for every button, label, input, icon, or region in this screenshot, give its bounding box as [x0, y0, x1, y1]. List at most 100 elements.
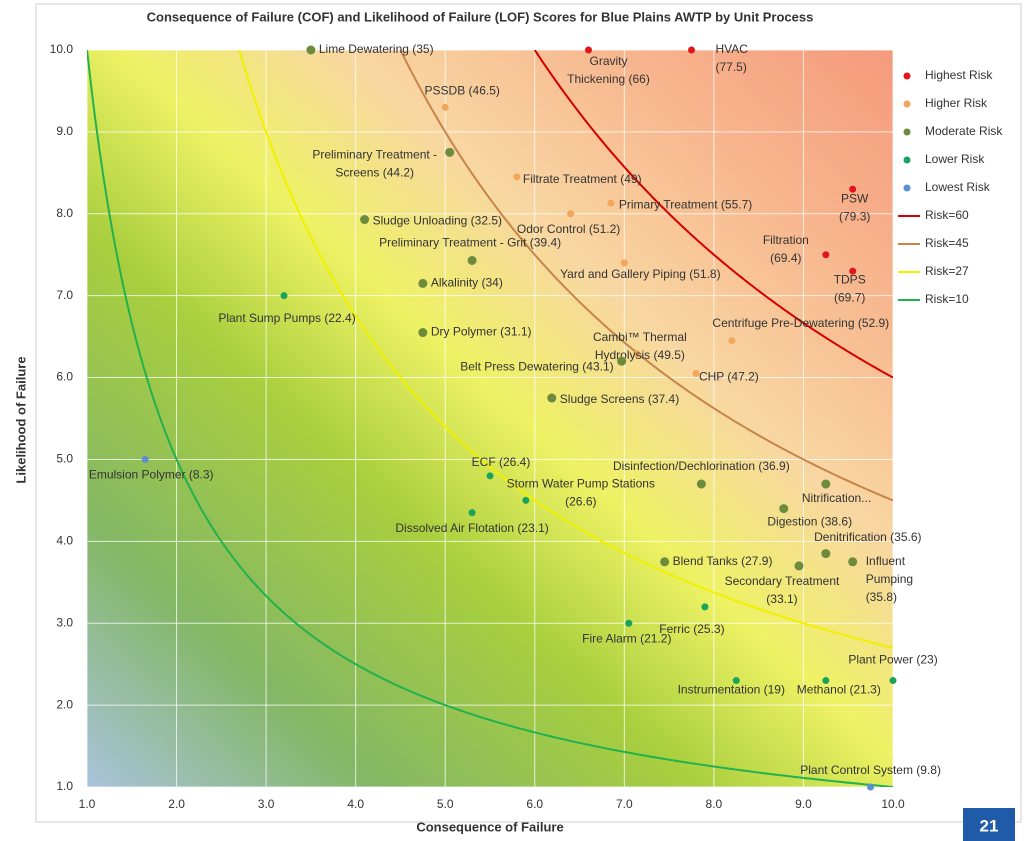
x-axis-title: Consequence of Failure	[416, 819, 563, 834]
x-tick-label: 3.0	[258, 797, 275, 811]
point-label: Ferric (25.3)	[659, 622, 724, 636]
point-label: Emulsion Polymer (8.3)	[89, 468, 214, 482]
x-tick-label: 9.0	[795, 797, 812, 811]
legend-marker	[903, 100, 911, 108]
point-label: Cambi™ Thermal	[593, 330, 687, 344]
data-point	[467, 255, 477, 265]
y-tick-label: 6.0	[56, 370, 73, 384]
point-label: PSSDB (46.5)	[425, 83, 500, 97]
data-point	[688, 46, 695, 54]
point-label: Storm Water Pump Stations	[507, 477, 655, 491]
point-label: Plant Power (23)	[848, 653, 937, 667]
x-tick-label: 5.0	[437, 797, 454, 811]
data-point	[822, 677, 830, 685]
point-label: Methanol (21.3)	[797, 683, 881, 697]
point-label: Plant Sump Pumps (22.4)	[218, 311, 355, 325]
legend-label: Highest Risk	[925, 68, 993, 82]
point-label: Fire Alarm (21.2)	[582, 631, 671, 645]
data-point	[728, 337, 736, 345]
point-label: Centrifuge Pre-Dewatering (52.9)	[712, 316, 889, 330]
point-label: Gravity	[590, 54, 628, 68]
y-tick-label: 5.0	[56, 452, 73, 466]
point-label: (35.8)	[866, 590, 897, 604]
legend-marker	[903, 156, 911, 164]
data-point	[445, 147, 455, 157]
y-tick-label: 7.0	[56, 288, 73, 302]
y-tick-label: 10.0	[50, 42, 74, 56]
risk-curve	[533, 50, 893, 379]
data-point	[692, 369, 700, 377]
legend-label: Risk=27	[925, 264, 969, 278]
point-label: Filtrate Treatment (49)	[523, 172, 642, 186]
point-label: Sludge Screens (37.4)	[560, 392, 679, 406]
legend-label: Risk=45	[925, 236, 969, 250]
x-tick-label: 10.0	[881, 797, 905, 811]
data-point	[849, 185, 857, 193]
y-tick-label: 9.0	[56, 124, 73, 138]
data-point	[794, 561, 804, 571]
risk-curve	[399, 50, 893, 502]
point-label: Dissolved Air Flotation (23.1)	[395, 521, 548, 535]
data-point	[848, 557, 858, 567]
data-point	[701, 603, 709, 611]
y-tick-label: 1.0	[56, 779, 73, 793]
chart-title: Consequence of Failure (COF) and Likelih…	[147, 9, 814, 24]
y-tick-label: 2.0	[56, 697, 73, 711]
point-label: (77.5)	[716, 60, 747, 74]
legend-label: Risk=60	[925, 208, 969, 222]
legend-label: Higher Risk	[925, 96, 988, 110]
data-point	[513, 173, 521, 181]
data-point	[567, 210, 575, 218]
data-point	[821, 479, 831, 489]
data-point	[660, 557, 670, 567]
data-point	[696, 479, 706, 489]
point-label: Preliminary Treatment -	[312, 148, 437, 162]
point-label: Sludge Unloading (32.5)	[373, 214, 502, 228]
data-point	[779, 504, 789, 514]
legend-label: Lower Risk	[925, 152, 985, 166]
x-tick-label: 8.0	[706, 797, 723, 811]
point-label: Thickening (66)	[567, 72, 650, 86]
y-axis-title: Likelihood of Failure	[13, 356, 28, 483]
data-point	[607, 199, 615, 207]
point-label: Primary Treatment (55.7)	[619, 197, 752, 211]
legend-marker	[903, 184, 911, 192]
data-point	[280, 292, 288, 300]
point-label: Digestion (38.6)	[767, 515, 852, 529]
data-point	[547, 393, 557, 403]
point-label: Nitrification...	[802, 491, 871, 505]
point-label: Instrumentation (19)	[678, 683, 785, 697]
data-point	[522, 496, 530, 504]
y-tick-label: 3.0	[56, 615, 73, 629]
data-point	[849, 267, 857, 275]
data-point	[585, 46, 593, 54]
point-label: HVAC	[716, 42, 749, 56]
point-label: Belt Press Dewatering (43.1)	[460, 359, 613, 373]
page-number: 21	[980, 816, 999, 835]
data-point	[441, 103, 449, 111]
y-tick-label: 4.0	[56, 534, 73, 548]
point-label: Hydrolysis (49.5)	[595, 348, 685, 362]
curves	[87, 50, 893, 787]
data-point	[486, 472, 494, 480]
point-label: Dry Polymer (31.1)	[431, 325, 532, 339]
point-label: Odor Control (51.2)	[517, 222, 620, 236]
data-point	[141, 455, 149, 463]
x-tick-label: 6.0	[526, 797, 543, 811]
point-label: Lime Dewatering (35)	[319, 42, 434, 56]
x-tick-label: 1.0	[79, 797, 96, 811]
point-label: (33.1)	[766, 592, 797, 606]
page-badge	[963, 808, 1015, 841]
point-label: Plant Control System (9.8)	[800, 763, 941, 777]
data-point	[732, 677, 740, 685]
point-label: Disinfection/Dechlorination (36.9)	[613, 459, 790, 473]
point-label: Filtration	[763, 233, 809, 247]
data-point	[418, 328, 428, 338]
legend-label: Risk=10	[925, 292, 969, 306]
point-label: TDPS	[834, 272, 866, 286]
point-label: Secondary Treatment	[725, 574, 840, 588]
point-label: Alkalinity (34)	[431, 276, 503, 290]
point-label: (26.6)	[565, 495, 596, 509]
data-point	[617, 356, 627, 366]
legend-marker	[903, 128, 911, 136]
